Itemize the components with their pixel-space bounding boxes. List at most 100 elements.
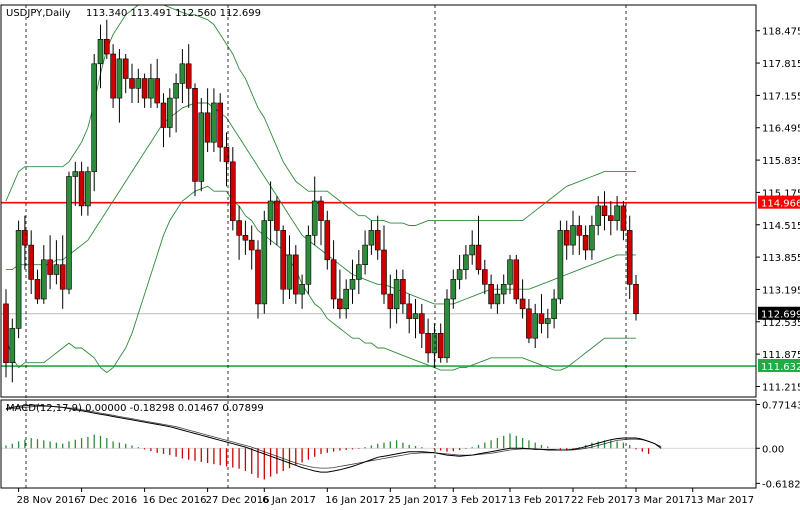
price-axis-label-2: 117.155 [762, 91, 800, 102]
price-pane-frame [0, 4, 757, 398]
date-axis-label-0: 28 Nov 2016 [17, 495, 81, 506]
candle-body-57 [362, 244, 368, 266]
candle-body-35 [223, 146, 230, 163]
candle-body-47 [299, 283, 305, 295]
candle-body-77 [488, 283, 494, 305]
candle-body-30 [192, 88, 198, 182]
candle-body-4 [28, 244, 35, 280]
macd-title: MACD(12,17,9) 0.00000 -0.18298 0.01467 0… [6, 403, 264, 414]
candle-body-89 [563, 230, 570, 246]
candle-body-7 [47, 259, 53, 275]
macd-axis-label-2: -0.61828 [762, 479, 800, 490]
candle-body-58 [368, 230, 375, 246]
candle-body-93 [589, 225, 595, 251]
candle-body-86 [544, 318, 551, 324]
candle-body-52 [330, 259, 337, 300]
price-axis-label-1: 117.815 [762, 59, 800, 70]
chart-title-symbol: USDJPY,Daily [6, 8, 71, 19]
date-axis-label-3: 27 Dec 2016 [206, 495, 270, 506]
price-axis-label-5: 115.175 [762, 188, 800, 199]
candle-body-55 [349, 279, 356, 290]
candle-body-39 [248, 239, 255, 251]
price-tag-label-1: 112.699 [761, 310, 800, 321]
candle-body-31 [198, 112, 205, 182]
candle-body-84 [532, 313, 539, 339]
date-axis-label-6: 25 Jan 2017 [388, 495, 448, 506]
candle-body-6 [40, 259, 47, 300]
price-tag-bg-1 [758, 306, 800, 320]
price-axis-label-11: 111.215 [762, 382, 800, 393]
price-axis-label-0: 118.475 [762, 27, 800, 38]
candle-body-10 [66, 176, 72, 290]
candle-body-33 [211, 102, 217, 143]
candle-body-43 [274, 200, 280, 231]
candle-body-1 [9, 328, 16, 363]
date-axis-label-5: 16 Jan 2017 [325, 495, 385, 506]
candle-body-18 [116, 58, 123, 99]
price-axis-label-4: 115.835 [762, 156, 800, 167]
candle-body-78 [494, 293, 501, 305]
candle-body-32 [204, 112, 211, 143]
candle-body-56 [355, 264, 362, 280]
bollinger-band-upper [5, 4, 636, 226]
macd-axis-label-1: 0.00 [762, 444, 784, 455]
macd-pane [1, 404, 756, 480]
axes: 118.475 117.815 117.155 116.495 115.835 115.1… [0, 4, 800, 506]
candle-body-34 [217, 102, 223, 148]
candle-body-81 [513, 259, 520, 300]
candle-body-73 [463, 254, 469, 270]
candle-body-76 [481, 269, 488, 285]
price-axis-label-3: 116.495 [762, 124, 800, 135]
macd-line [5, 404, 662, 473]
candle-body-19 [122, 58, 129, 79]
candle-body-69 [437, 332, 444, 359]
candle-body-67 [425, 332, 431, 354]
date-axis-label-1: 7 Dec 2016 [80, 495, 138, 506]
macd-axis-label-0: 0.77143 [762, 400, 800, 411]
candle-body-88 [557, 230, 564, 300]
price-tag-label-2: 111.632 [761, 362, 800, 373]
candle-body-53 [337, 298, 343, 310]
candle-body-63 [400, 279, 406, 305]
candle-body-13 [85, 171, 91, 207]
candle-body-27 [173, 83, 179, 99]
candle-body-20 [129, 78, 135, 89]
candle-body-2 [15, 230, 22, 329]
candle-body-25 [160, 102, 167, 128]
candle-body-42 [267, 200, 274, 221]
candle-body-68 [431, 332, 438, 354]
candle-body-100 [633, 283, 639, 314]
price-axis-label-10: 111.875 [762, 350, 800, 361]
candle-body-16 [104, 38, 110, 55]
candle-body-5 [34, 279, 41, 300]
price-axis-label-8: 113.195 [762, 285, 800, 296]
candle-body-3 [22, 230, 28, 246]
candle-body-51 [324, 220, 331, 261]
candle-body-74 [469, 244, 476, 256]
candle-body-17 [110, 53, 116, 99]
candle-body-11 [72, 171, 79, 177]
candle-body-79 [500, 283, 507, 295]
candle-body-60 [381, 249, 387, 295]
candle-body-59 [374, 230, 381, 251]
candle-body-92 [582, 235, 589, 251]
date-axis-label-7: 3 Feb 2017 [451, 495, 507, 506]
candle-body-64 [406, 303, 413, 319]
candle-body-21 [135, 78, 142, 89]
candle-body-26 [167, 97, 173, 128]
candle-body-65 [412, 313, 419, 319]
macd-signal-line [5, 405, 662, 469]
candle-body-94 [595, 205, 602, 226]
candle-body-61 [387, 293, 394, 310]
price-pane [1, 4, 756, 383]
candle-body-91 [576, 225, 583, 236]
date-axis-label-8: 13 Feb 2017 [508, 495, 570, 506]
chart-title-ohlc: 113.340 113.491 112.560 112.699 [86, 8, 261, 19]
candle-body-37 [236, 220, 242, 236]
candle-body-50 [318, 200, 324, 221]
macd-pane-frame [0, 399, 757, 489]
candle-body-24 [154, 78, 160, 104]
candle-body-45 [286, 254, 293, 290]
candle-body-71 [450, 279, 457, 300]
